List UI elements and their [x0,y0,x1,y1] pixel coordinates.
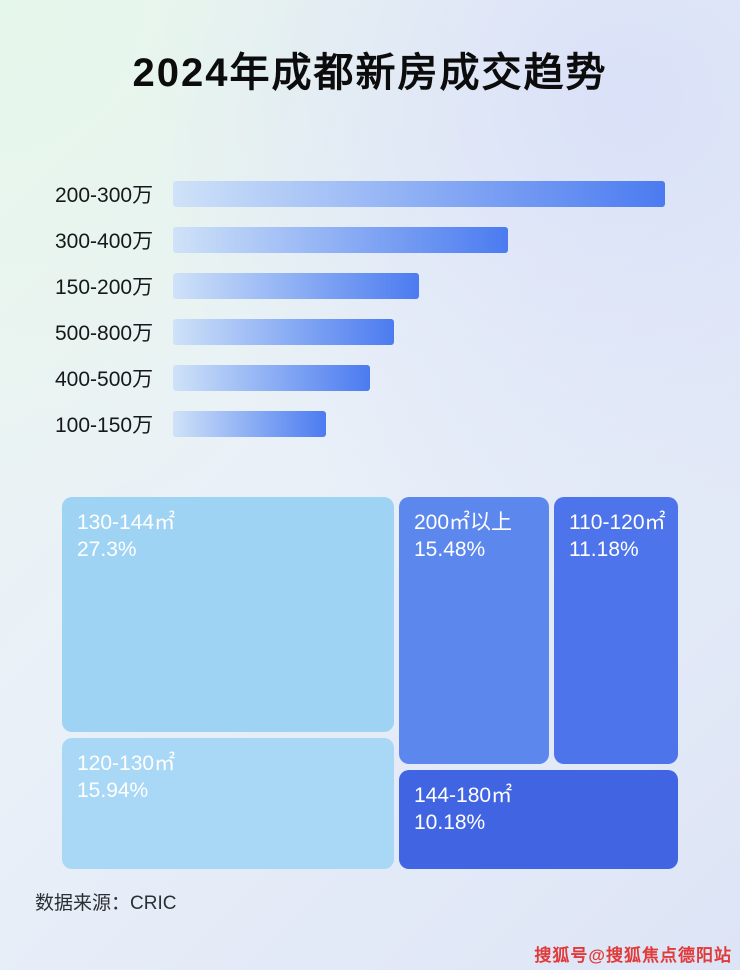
treemap-tile-200plus: 200㎡以上 15.48% [399,497,549,764]
bar [173,411,326,437]
bar-row: 300-400万 [55,226,685,254]
bar-row: 400-500万 [55,364,685,392]
bar-track [173,365,665,391]
bar [173,273,419,299]
treemap-tile-120-130: 120-130㎡ 15.94% [62,738,394,869]
bar-row: 500-800万 [55,318,685,346]
treemap-tile-110-120: 110-120㎡ 11.18% [554,497,678,764]
bar-row: 100-150万 [55,410,685,438]
tile-value: 27.3% [77,538,137,562]
price-band-bar-chart: 200-300万 300-400万 150-200万 500-800万 400-… [55,180,685,456]
bar-track [173,411,665,437]
bar-row: 200-300万 [55,180,685,208]
bar-track [173,273,665,299]
bar-label: 500-800万 [55,322,154,345]
bar [173,365,370,391]
data-source-label: 数据来源：CRIC [35,893,177,914]
tile-value: 11.18% [569,538,639,562]
tile-value: 10.18% [414,811,486,835]
tile-label: 144-180㎡ [414,784,513,807]
area-share-treemap: 130-144㎡ 27.3% 120-130㎡ 15.94% 200㎡以上 15… [62,497,678,869]
bar-track [173,227,665,253]
tile-label: 120-130㎡ [77,752,176,775]
page-title: 2024年成都新房成交趋势 [132,51,608,95]
bar-label: 100-150万 [55,414,154,437]
tile-label: 130-144㎡ [77,511,176,534]
tile-label: 200㎡以上 [414,511,513,534]
bar-label: 150-200万 [55,276,154,299]
treemap-tile-130-144: 130-144㎡ 27.3% [62,497,394,732]
treemap-tile-144-180: 144-180㎡ 10.18% [399,770,678,869]
bar [173,181,665,207]
bar-label: 300-400万 [55,230,154,253]
bar-label: 200-300万 [55,184,154,207]
watermark-text: 搜狐号@搜狐焦点德阳站 [534,946,732,965]
bar [173,227,508,253]
tile-value: 15.94% [77,779,149,803]
bar-track [173,181,665,207]
tile-value: 15.48% [414,538,486,562]
bar-track [173,319,665,345]
tile-label: 110-120㎡ [569,511,666,534]
bar-label: 400-500万 [55,368,154,391]
bar [173,319,395,345]
bar-row: 150-200万 [55,272,685,300]
